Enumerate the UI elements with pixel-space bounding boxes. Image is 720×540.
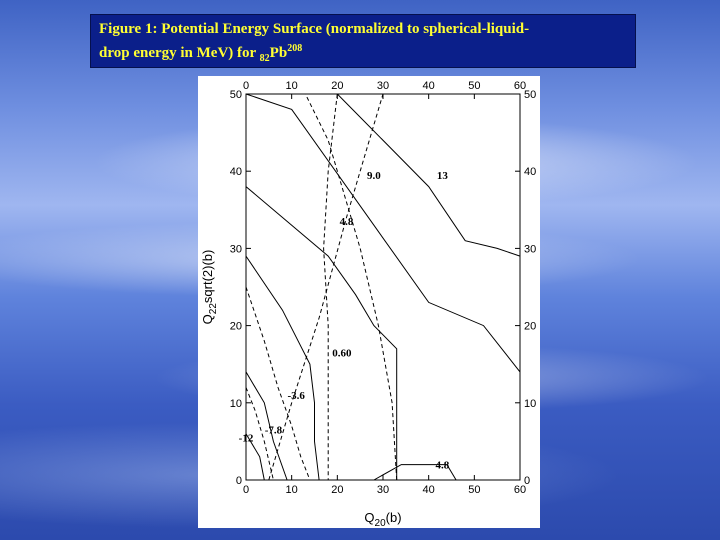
caption-line-1: Figure 1: Potential Energy Surface (norm…	[99, 21, 530, 37]
y-tick-label: 50	[230, 89, 242, 101]
x-tick-label: 10	[286, 484, 298, 496]
contour-label: -3.6	[288, 390, 306, 402]
x-tick-label: 60	[514, 484, 526, 496]
x-tick-label: 30	[377, 484, 389, 496]
contour-label: 13	[437, 170, 449, 182]
y-axis-title: Q22sqrt(2)(b)	[200, 250, 219, 325]
dashed-contour-line	[304, 93, 398, 481]
caption-element: Pb	[269, 45, 288, 61]
y-tick-label-right: 0	[524, 475, 530, 487]
contour-label: 0.60	[332, 347, 352, 359]
x-tick-label: 20	[331, 484, 343, 496]
contour-label: -7.8	[265, 425, 283, 437]
caption-atomic-number: 82	[259, 53, 270, 64]
contour-label: 4.8	[435, 459, 449, 471]
y-tick-label-right: 10	[524, 398, 536, 410]
contour-label: -12	[239, 432, 254, 444]
x-tick-label-top: 50	[468, 80, 480, 92]
contour-line	[245, 371, 288, 481]
y-tick-label: 0	[236, 475, 242, 487]
dashed-contour-line	[323, 93, 338, 480]
contour-line	[336, 93, 521, 257]
contour-label: 4.8	[340, 216, 354, 228]
x-tick-label: 50	[468, 484, 480, 496]
x-tick-label-top: 10	[286, 80, 298, 92]
contour-line	[245, 93, 521, 373]
plot-frame	[245, 93, 521, 481]
y-tick-label: 20	[230, 321, 242, 333]
x-tick-label: 40	[423, 484, 435, 496]
y-tick-label-right: 30	[524, 243, 536, 255]
contour-line	[245, 255, 320, 481]
x-tick-label-top: 60	[514, 80, 526, 92]
y-tick-label: 30	[230, 243, 242, 255]
chart-panel: 0 0 10 10 20 20 30 30 40 40 50 50 60 60 0 0 10 10 20 20 30 30…	[198, 76, 540, 528]
y-tick-label-right: 40	[524, 166, 536, 178]
caption-mass-number: 208	[287, 43, 303, 54]
x-tick-label-top: 40	[423, 80, 435, 92]
contour-line	[245, 433, 265, 481]
dashed-contour-line	[268, 93, 384, 481]
y-tick-label: 10	[230, 398, 242, 410]
y-tick-label: 40	[230, 166, 242, 178]
y-tick-label-right: 50	[524, 89, 536, 101]
figure-caption: Figure 1: Potential Energy Surface (norm…	[90, 14, 636, 68]
contour-line	[373, 464, 457, 481]
caption-line-2: drop energy in MeV) for	[99, 45, 260, 61]
x-tick-label-top: 20	[331, 80, 343, 92]
contour-line	[245, 186, 398, 480]
x-tick-label: 0	[243, 484, 249, 496]
x-axis-title: Q20(b)	[364, 510, 401, 528]
x-tick-label-top: 30	[377, 80, 389, 92]
x-tick-label-top: 0	[243, 80, 249, 92]
y-tick-label-right: 20	[524, 321, 536, 333]
contour-label: 9.0	[367, 170, 381, 182]
dashed-contour-line	[245, 286, 311, 481]
